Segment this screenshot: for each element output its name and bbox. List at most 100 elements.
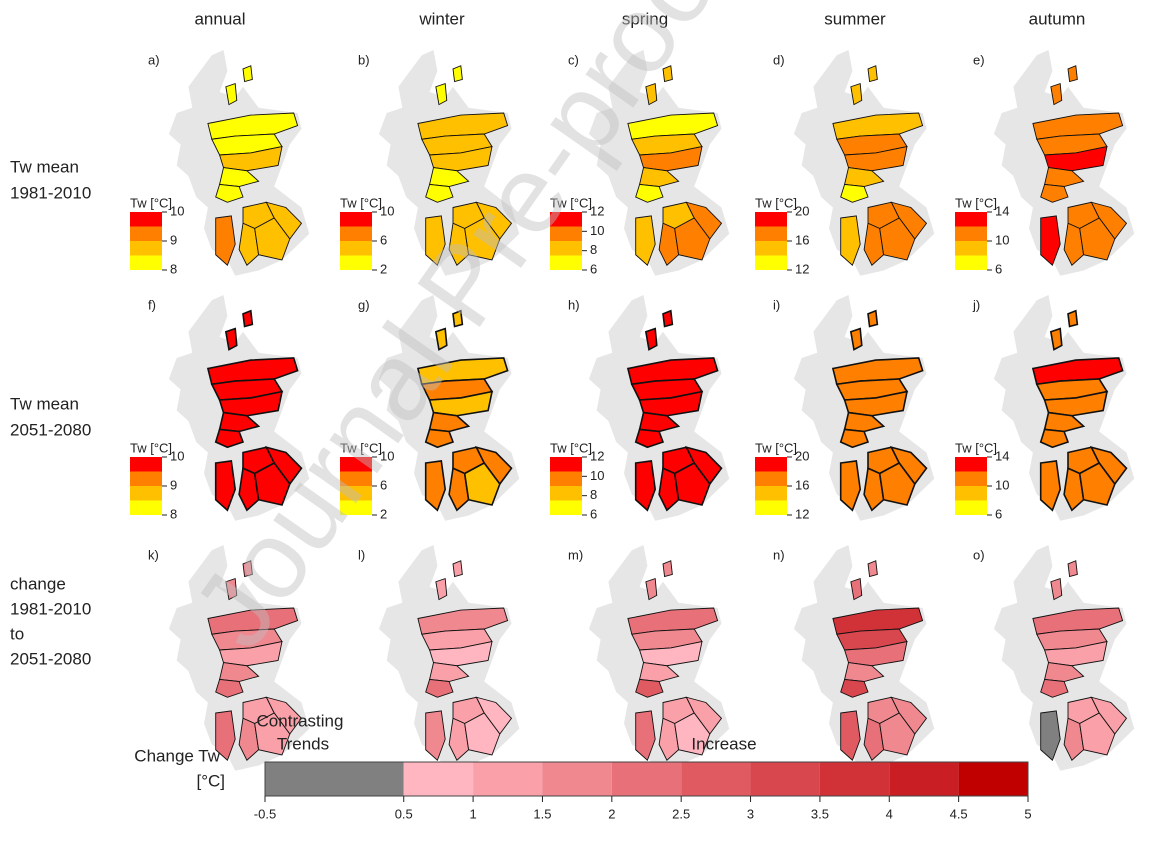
colorbar-bin	[751, 762, 820, 796]
colorbar-bin	[820, 762, 889, 796]
legend-swatch	[550, 486, 582, 501]
catchment	[243, 66, 252, 82]
catchment	[663, 561, 672, 577]
legend-tick-label: 9	[170, 232, 177, 247]
legend-tick-label: 20	[795, 448, 809, 463]
colorbar-tick-label: 5	[1024, 806, 1031, 821]
legend-swatch	[955, 457, 987, 472]
colorbar-bin	[404, 762, 473, 796]
colorbar-label: Increase	[691, 734, 756, 753]
legend-tick-label: 9	[170, 477, 177, 492]
colorbar-bin	[681, 762, 750, 796]
column-header: annual	[194, 9, 245, 28]
row-label: to	[10, 624, 24, 643]
panel-letter: j)	[972, 297, 980, 312]
legend-swatch	[130, 241, 162, 256]
legend-swatch	[955, 227, 987, 242]
catchment	[868, 561, 877, 577]
legend-swatch	[340, 241, 372, 256]
legend-title: Tw [°C]	[755, 440, 797, 455]
legend-tick-label: 10	[380, 203, 394, 218]
colorbar-tick-label: 3	[747, 806, 754, 821]
catchment	[663, 311, 672, 327]
colorbar-tick-label: 3.5	[811, 806, 829, 821]
legend-swatch	[130, 501, 162, 516]
catchment	[243, 311, 252, 327]
legend-tick-label: 16	[795, 477, 809, 492]
legend-swatch	[550, 501, 582, 516]
panel-letter: n)	[773, 547, 785, 562]
row-label: 2051-2080	[10, 420, 91, 439]
legend-tick-label: 10	[590, 223, 604, 238]
row-label: change	[10, 574, 66, 593]
colorbar-title: [°C]	[196, 771, 225, 790]
panel-letter: l)	[358, 547, 365, 562]
legend-title: Tw [°C]	[340, 195, 382, 210]
catchment	[453, 561, 462, 577]
colorbar-bin	[612, 762, 681, 796]
panel-letter: k)	[148, 547, 159, 562]
legend-title: Tw [°C]	[550, 440, 592, 455]
panel-letter: d)	[773, 52, 785, 67]
legend-tick-label: 14	[995, 203, 1009, 218]
legend-title: Tw [°C]	[955, 195, 997, 210]
legend-title: Tw [°C]	[955, 440, 997, 455]
legend-swatch	[755, 486, 787, 501]
legend-tick-label: 10	[170, 203, 184, 218]
legend-tick-label: 8	[590, 242, 597, 257]
row-label: Tw mean	[10, 157, 79, 176]
legend-swatch	[755, 227, 787, 242]
colorbar-label: Trends	[277, 734, 329, 753]
catchment	[453, 66, 462, 82]
legend-swatch	[130, 457, 162, 472]
legend-tick-label: 8	[170, 261, 177, 276]
legend-tick-label: 8	[170, 506, 177, 521]
legend-swatch	[955, 212, 987, 227]
panel-letter: g)	[358, 297, 370, 312]
legend-swatch	[340, 227, 372, 242]
legend-tick-label: 14	[995, 448, 1009, 463]
panel-letter: i)	[773, 297, 780, 312]
legend-tick-label: 6	[590, 261, 597, 276]
legend-swatch	[755, 501, 787, 516]
legend-swatch	[550, 472, 582, 487]
legend-swatch	[130, 227, 162, 242]
panel-letter: h)	[568, 297, 580, 312]
legend-tick-label: 12	[795, 261, 809, 276]
legend-swatch	[955, 501, 987, 516]
legend-title: Tw [°C]	[130, 440, 172, 455]
colorbar-bin	[473, 762, 542, 796]
catchment	[1068, 66, 1077, 82]
legend-tick-label: 6	[590, 506, 597, 521]
catchment	[1068, 561, 1077, 577]
column-header: winter	[418, 9, 465, 28]
colorbar-tick-label: -0.5	[254, 806, 276, 821]
legend-swatch	[955, 486, 987, 501]
catchment	[868, 66, 877, 82]
row-label: 1981-2010	[10, 599, 91, 618]
legend-tick-label: 6	[380, 232, 387, 247]
colorbar-tick-label: 0.5	[395, 806, 413, 821]
legend-swatch	[130, 486, 162, 501]
legend-swatch	[130, 212, 162, 227]
legend-swatch	[755, 472, 787, 487]
colorbar-bin	[265, 762, 404, 796]
legend-tick-label: 10	[995, 232, 1009, 247]
legend-title: Tw [°C]	[130, 195, 172, 210]
panel-letter: e)	[973, 52, 985, 67]
panel-letter: b)	[358, 52, 370, 67]
colorbar-tick-label: 4.5	[950, 806, 968, 821]
catchment	[1068, 311, 1077, 327]
row-label: 2051-2080	[10, 649, 91, 668]
legend-tick-label: 6	[995, 261, 1002, 276]
legend-swatch	[955, 472, 987, 487]
legend-tick-label: 10	[170, 448, 184, 463]
colorbar-tick-label: 4	[886, 806, 893, 821]
panel-letter: m)	[568, 547, 583, 562]
legend-tick-label: 10	[590, 468, 604, 483]
colorbar-label: Contrasting	[257, 711, 344, 730]
colorbar-tick-label: 1.5	[533, 806, 551, 821]
legend-tick-label: 12	[795, 506, 809, 521]
panel-letter: f)	[148, 297, 156, 312]
legend-swatch	[340, 256, 372, 271]
